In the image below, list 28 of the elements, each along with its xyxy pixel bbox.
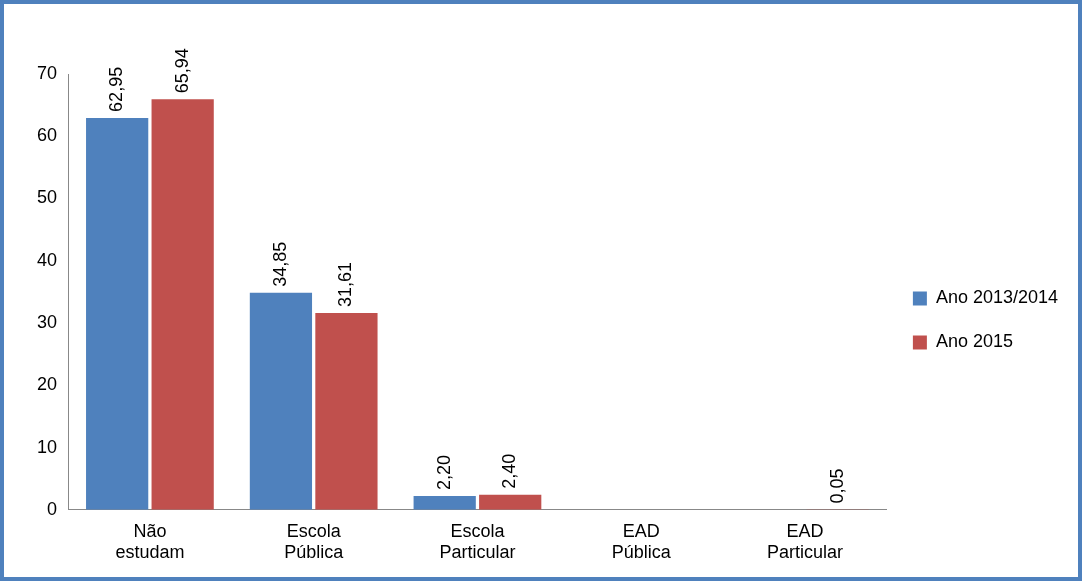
x-tick-label: Escola Particular [439,520,516,563]
bar [151,99,214,510]
legend-label: Ano 2015 [935,331,1013,352]
y-tick-label: 60 [36,125,58,146]
bar [86,117,149,510]
data-label: 65,94 [171,48,192,94]
data-label: 0,05 [826,468,847,504]
data-label: 31,61 [335,261,356,308]
x-tick-label: EAD Pública [611,520,672,563]
y-tick-label: 50 [36,187,58,208]
bar [413,496,476,510]
bar [315,313,378,510]
data-label: 2,20 [433,455,454,491]
y-tick-label: 20 [36,374,58,395]
x-tick-label: EAD Particular [766,520,844,563]
bar [479,494,542,510]
y-tick-label: 40 [36,249,58,270]
y-tick-label: 10 [36,436,58,457]
x-tick-label: Não estudam [115,520,185,563]
y-tick-label: 0 [47,498,58,519]
legend-label: Ano 2013/2014 [935,287,1059,308]
y-tick-label: 30 [36,312,58,332]
data-label: 34,85 [269,241,290,287]
data-label: 2,40 [499,453,520,489]
x-tick-label: Escola Pública [284,520,345,563]
data-label: 62,95 [106,66,127,112]
y-tick-label: 70 [36,62,58,83]
bar [249,292,313,510]
